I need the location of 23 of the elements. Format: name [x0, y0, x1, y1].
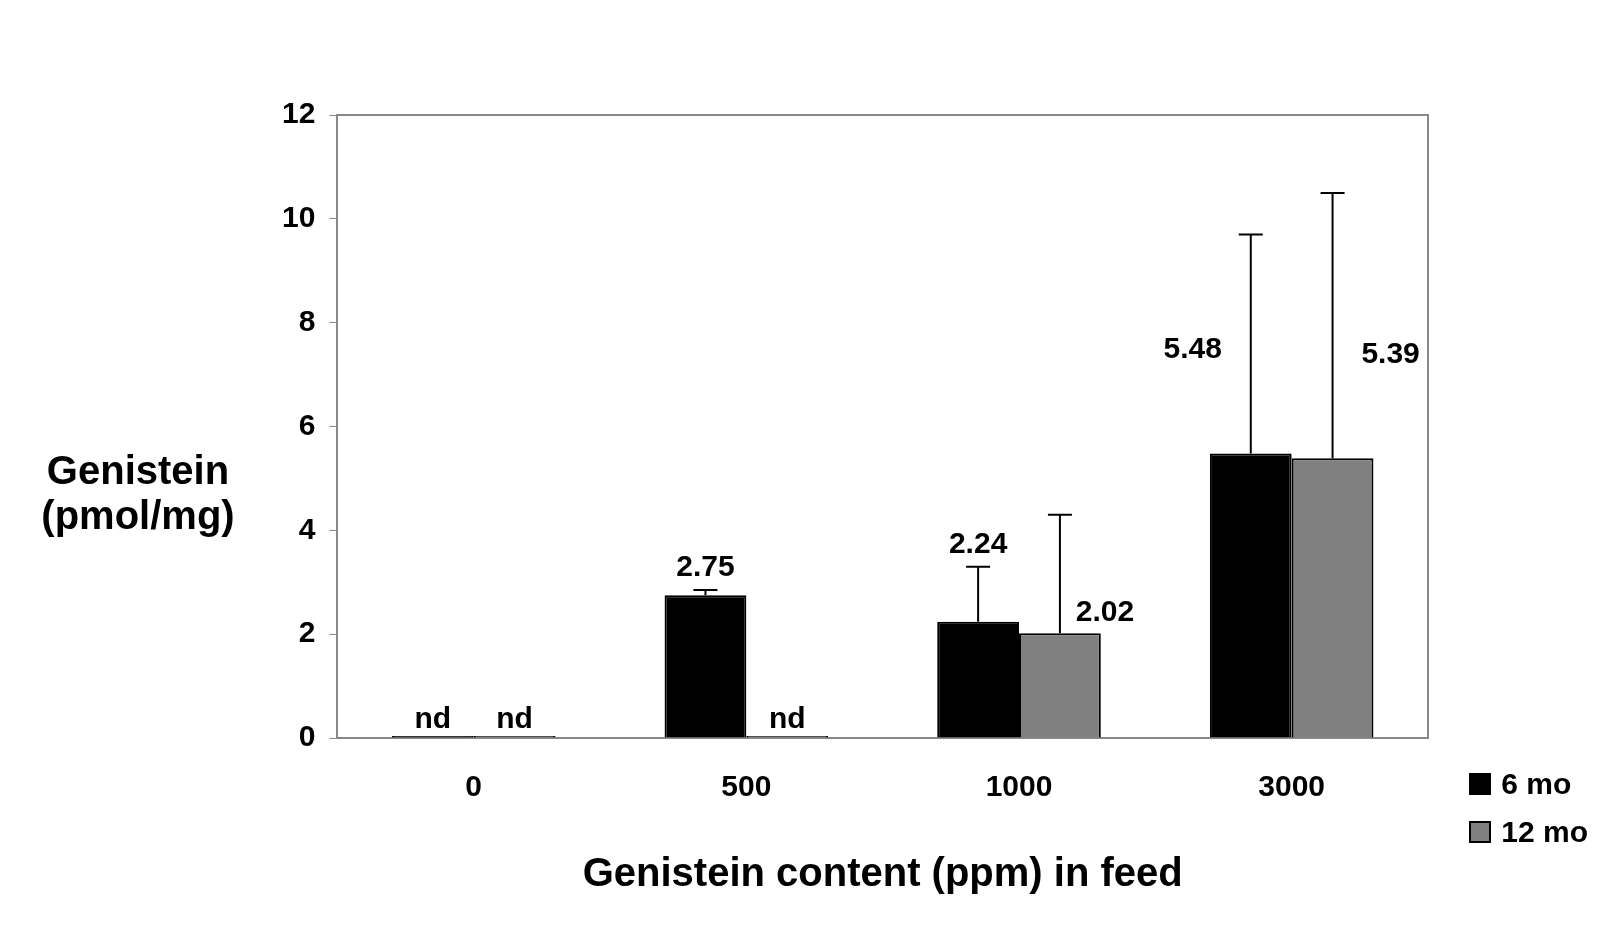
x-tick-label: 3000 — [1258, 769, 1326, 803]
data-label: 5.39 — [1361, 336, 1420, 370]
legend-label: 6 mo — [1501, 767, 1572, 801]
x-axis-title: Genistein content (ppm) in feed — [582, 850, 1183, 895]
data-label: 2.02 — [1075, 594, 1135, 628]
x-tick-label: 1000 — [985, 769, 1053, 803]
y-tick-label: 4 — [298, 511, 316, 545]
y-tick-label: 2 — [298, 615, 316, 649]
data-label: 2.75 — [676, 549, 735, 583]
data-label: nd — [414, 701, 452, 734]
x-tick-label: 0 — [465, 769, 483, 803]
legend-label: 12 mo — [1501, 815, 1588, 849]
data-label: 5.48 — [1163, 331, 1222, 365]
data-label: nd — [496, 701, 533, 734]
y-tick-label: 10 — [281, 200, 316, 234]
x-tick-label: 500 — [721, 769, 772, 803]
y-tick-label: 0 — [298, 719, 316, 753]
y-tick-label: 8 — [298, 303, 316, 337]
y-tick-label: 6 — [298, 407, 316, 441]
data-label: 2.24 — [948, 525, 1008, 559]
data-label: nd — [768, 701, 806, 734]
y-axis-title: Genistein (pmol/mg) — [40, 448, 236, 538]
y-tick-label: 12 — [281, 96, 316, 130]
